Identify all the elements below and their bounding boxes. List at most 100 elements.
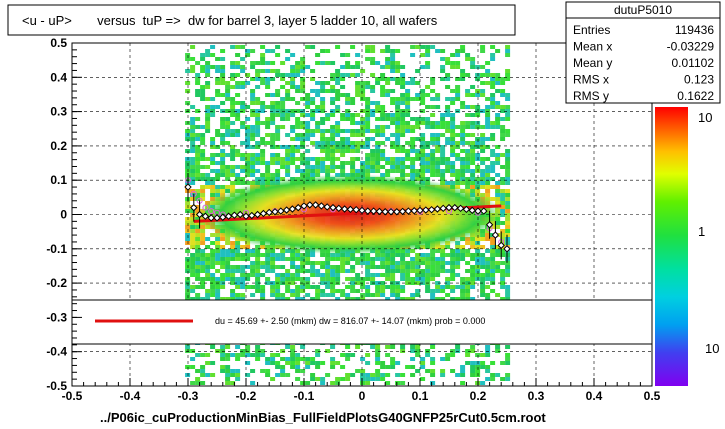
heatmap-cell — [310, 133, 316, 137]
heatmap-cell — [345, 285, 351, 289]
heatmap-cell — [495, 249, 501, 253]
heatmap-cell — [385, 257, 391, 261]
heatmap-cell — [245, 145, 251, 149]
heatmap-cell — [300, 109, 306, 113]
heatmap-cell — [290, 365, 296, 369]
heatmap-cell — [275, 137, 281, 141]
profile-black-point — [427, 205, 436, 214]
heatmap-cell — [300, 81, 306, 85]
heatmap-cell — [275, 257, 281, 261]
heatmap-cell — [225, 125, 231, 129]
heatmap-cell — [265, 361, 271, 365]
heatmap-cell — [415, 253, 421, 257]
heatmap-cell — [415, 93, 421, 97]
heatmap-cell — [255, 113, 261, 117]
heatmap-cell — [475, 373, 481, 377]
heatmap-cell — [275, 169, 281, 173]
heatmap-cell — [365, 125, 371, 129]
heatmap-cell — [270, 377, 276, 381]
heatmap-cell — [440, 285, 446, 289]
heatmap-cell — [190, 225, 196, 229]
heatmap-cell — [255, 97, 261, 101]
heatmap-cell — [435, 273, 441, 277]
heatmap-cell — [195, 73, 201, 77]
heatmap-cell — [455, 345, 461, 349]
heatmap-cell — [190, 381, 196, 385]
heatmap-cell — [290, 97, 296, 101]
heatmap-cell — [390, 165, 396, 169]
profile-black-point — [201, 212, 210, 220]
heatmap-cell — [230, 101, 236, 105]
heatmap-cell — [185, 129, 191, 133]
heatmap-cell — [345, 53, 351, 57]
heatmap-cell — [505, 201, 511, 205]
heatmap-cell — [460, 137, 466, 141]
heatmap-cell — [460, 165, 466, 169]
heatmap-cell — [440, 261, 446, 265]
heatmap-cell — [450, 249, 456, 253]
profile-black-point — [503, 245, 511, 253]
heatmap-cell — [370, 157, 376, 161]
heatmap-cell — [265, 161, 271, 165]
heatmap-cell — [340, 117, 346, 121]
heatmap-cell — [400, 65, 406, 69]
heatmap-cell — [365, 45, 371, 49]
heatmap-cell — [405, 273, 411, 277]
heatmap-cell — [385, 93, 391, 97]
heatmap-cell — [350, 129, 356, 133]
heatmap-cell — [375, 109, 381, 113]
heatmap-cell — [490, 149, 496, 153]
heatmap-cell — [265, 249, 271, 253]
heatmap-cell — [425, 153, 431, 157]
heatmap-cell — [410, 169, 416, 173]
heatmap-cell — [250, 77, 256, 81]
heatmap-cell — [285, 73, 291, 77]
heatmap-cell — [225, 97, 231, 101]
heatmap-cell — [505, 73, 511, 77]
heatmap-cell — [295, 101, 301, 105]
heatmap-cell — [360, 141, 366, 145]
heatmap-cell — [420, 141, 426, 145]
x-tick-label: 0.2 — [470, 389, 487, 403]
heatmap-cell — [485, 73, 491, 77]
heatmap-cell — [325, 261, 331, 265]
heatmap-cell — [300, 77, 306, 81]
heatmap-cell — [205, 129, 211, 133]
heatmap-cell — [410, 357, 416, 361]
heatmap-cell — [205, 269, 211, 273]
heatmap-cell — [455, 77, 461, 81]
heatmap-cell — [485, 257, 491, 261]
heatmap-cell — [505, 265, 511, 269]
heatmap-cell — [200, 281, 206, 285]
heatmap-cell — [305, 137, 311, 141]
heatmap-cell — [335, 129, 341, 133]
heatmap-cell — [195, 77, 201, 81]
heatmap-cell — [300, 161, 306, 165]
heatmap-cell — [485, 117, 491, 121]
heatmap-cell — [505, 197, 511, 201]
heatmap-cell — [300, 173, 306, 177]
heatmap-cell — [290, 345, 296, 349]
heatmap-cell — [450, 173, 456, 177]
heatmap-cell — [445, 129, 451, 133]
heatmap-cell — [255, 153, 261, 157]
heatmap-cell — [240, 273, 246, 277]
heatmap-cell — [195, 169, 201, 173]
heatmap-cell — [405, 97, 411, 101]
heatmap-cell — [390, 269, 396, 273]
heatmap-cell — [345, 293, 351, 297]
heatmap-cell — [380, 289, 386, 293]
heatmap-cell — [275, 373, 281, 377]
heatmap-cell — [315, 377, 321, 381]
profile-black-point — [282, 206, 291, 214]
heatmap-cell — [450, 261, 456, 265]
heatmap-cell — [390, 101, 396, 105]
heatmap-cell — [385, 269, 391, 273]
heatmap-cell — [475, 125, 481, 129]
heatmap-cell — [330, 153, 336, 157]
heatmap-cell — [335, 277, 341, 281]
heatmap-cell — [355, 149, 361, 153]
x-axis-file-label: ../P06ic_cuProductionMinBias_FullFieldPl… — [100, 410, 546, 425]
heatmap-cell — [395, 261, 401, 265]
heatmap-cell — [460, 45, 466, 49]
